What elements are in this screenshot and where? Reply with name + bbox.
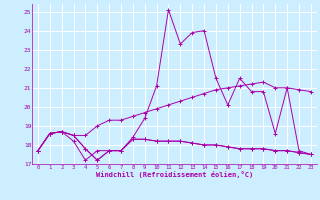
X-axis label: Windchill (Refroidissement éolien,°C): Windchill (Refroidissement éolien,°C) bbox=[96, 171, 253, 178]
